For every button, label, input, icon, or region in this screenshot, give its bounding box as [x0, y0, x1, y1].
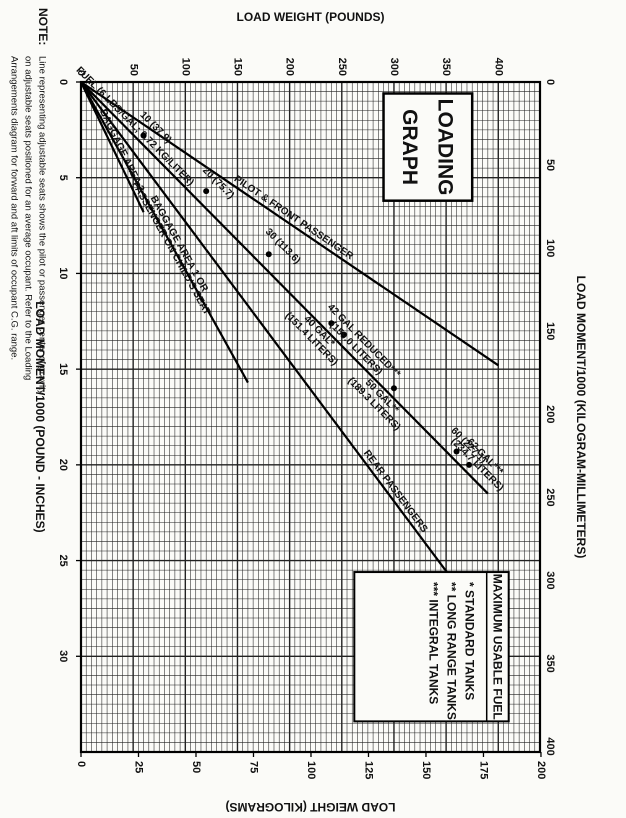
y-right-tick-label: 100 — [305, 761, 317, 779]
y-left-tick-label: 300 — [388, 58, 400, 76]
series-line — [80, 81, 489, 495]
note-text-line: Line representing adjustable seats shows… — [36, 56, 47, 395]
legend-box — [353, 571, 510, 723]
x-top-tick-label: 150 — [544, 322, 556, 340]
legend-title: MAXIMUM USABLE FUEL — [491, 574, 505, 720]
x-top-tick-label: 300 — [544, 571, 556, 589]
y-right-tick-label: 25 — [133, 761, 145, 773]
x-top-tick-label: 200 — [544, 405, 556, 423]
chart-title: LOADING GRAPH — [471, 89, 474, 98]
x-top-tick-label: 350 — [544, 654, 556, 672]
y-right-tick-label: 50 — [190, 761, 202, 773]
note-label: NOTE: — [36, 8, 50, 45]
y-left-tick-label: 350 — [440, 58, 452, 76]
x-bottom-tick-label: 25 — [57, 554, 69, 566]
legend-item: *** INTEGRAL TANKS — [427, 582, 441, 704]
y-left-tick-label: 0 — [75, 70, 87, 76]
title-box — [382, 92, 474, 202]
fuel-point-marker — [265, 251, 272, 258]
fuel-point-label-full: 62 GAL*** (234.7 LITERS) — [463, 405, 474, 524]
note-text-line: on adjustable seats positioned for an av… — [22, 56, 33, 380]
series-line — [80, 81, 249, 384]
fuel-point-label: 62 GAL***(234.7 LITERS) — [449, 428, 514, 493]
y-left-tick-label: 50 — [127, 64, 139, 76]
series-line — [80, 81, 499, 367]
x-top-tick-label: 50 — [544, 159, 556, 171]
legend-item: * STANDARD TANKS — [463, 582, 477, 700]
chart-title-line: LOADING — [433, 99, 456, 196]
fuel-point-marker — [340, 331, 347, 338]
y-right-tick-label: 175 — [478, 761, 490, 779]
x-bottom-tick-label: 30 — [57, 650, 69, 662]
fuel-point-marker — [453, 448, 460, 455]
y-right-tick-label: 150 — [420, 761, 432, 779]
x-bottom-tick-label: 20 — [57, 459, 69, 471]
fuel-point-label-full: 50 GAL** (189.3 LITERS) — [388, 330, 399, 446]
y-left-axis-label: LOAD WEIGHT (POUNDS) — [237, 10, 385, 24]
note-text-line: Arrangements diagram for forward and aft… — [8, 56, 19, 360]
x-bottom-tick-label: 5 — [57, 175, 69, 181]
fuel-point-marker — [140, 132, 147, 139]
x-top-tick-label: 400 — [544, 737, 556, 755]
legend-item: ** LONG RANGE TANKS — [445, 582, 459, 720]
series-line — [80, 81, 500, 642]
series-line — [80, 81, 145, 213]
x-top-tick-label: 250 — [544, 488, 556, 506]
y-right-axis-label: LOAD WEIGHT (KILOGRAMS) — [226, 800, 396, 814]
y-right-tick-label: 75 — [248, 761, 260, 773]
y-left-tick-label: 150 — [232, 58, 244, 76]
fuel-point-marker — [203, 188, 210, 195]
y-left-tick-label: 200 — [284, 58, 296, 76]
x-bottom-tick-label: 0 — [57, 79, 69, 85]
x-top-tick-label: 0 — [544, 79, 556, 85]
fuel-point-marker — [328, 320, 335, 327]
fuel-point-marker — [466, 461, 473, 468]
fuel-point-label-full: 42 GAL REDUCED*** (159.0 LITERS) — [338, 249, 349, 421]
x-bottom-axis-label: LOAD MOMENT/1000 (POUND - INCHES) — [33, 301, 47, 532]
chart-title-line: GRAPH — [398, 109, 421, 185]
y-left-tick-label: 100 — [179, 58, 191, 76]
x-bottom-tick-label: 10 — [57, 267, 69, 279]
y-left-tick-label: 400 — [492, 58, 504, 76]
x-bottom-tick-label: 15 — [57, 363, 69, 375]
y-right-tick-label: 125 — [363, 761, 375, 779]
fuel-point-marker — [390, 385, 397, 392]
x-top-axis-label: LOAD MOMENT/1000 (KILOGRAM-MILLIMETERS) — [574, 276, 588, 559]
y-right-tick-label: 0 — [75, 761, 87, 767]
y-right-tick-label: 200 — [535, 761, 547, 779]
y-left-tick-label: 250 — [336, 58, 348, 76]
x-top-tick-label: 100 — [544, 239, 556, 257]
